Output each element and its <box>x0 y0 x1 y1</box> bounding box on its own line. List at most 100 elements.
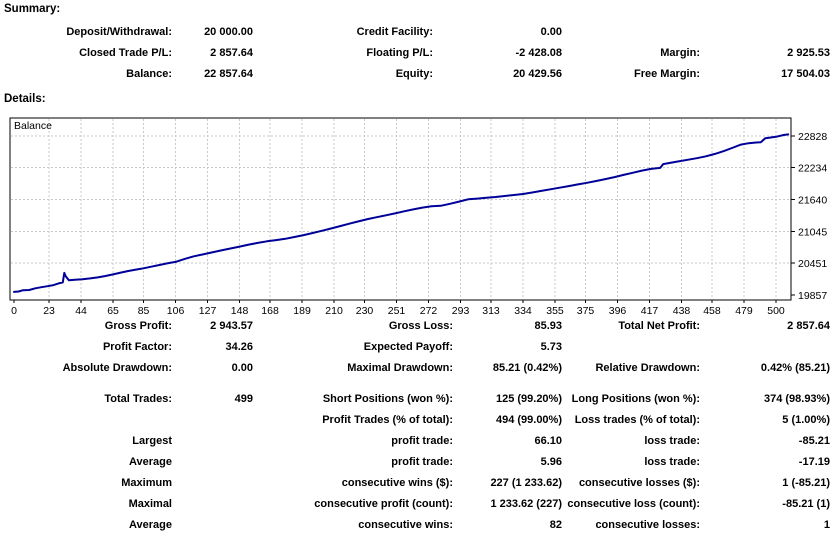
stat-value: 374 (98.93%) <box>763 393 830 405</box>
summary-label: Credit Facility: <box>356 26 433 38</box>
x-axis-label: 230 <box>356 305 374 317</box>
stat-value: 82 <box>549 519 562 531</box>
stat-label: Expected Payoff: <box>363 341 453 353</box>
stat-label <box>0 410 172 431</box>
stat-label: Profit Trades (% of total): <box>322 414 453 426</box>
stat-value <box>700 337 830 358</box>
stat-value <box>172 515 253 536</box>
stat-value: 125 (99.20%) <box>495 393 562 405</box>
stat-value: 494 (99.00%) <box>495 414 562 426</box>
stat-label: consecutive losses: <box>595 519 700 531</box>
summary-value: 20 000.00 <box>204 26 253 38</box>
summary-label: Floating P/L: <box>366 47 433 59</box>
stat-label: Gross Profit: <box>104 320 172 332</box>
x-axis-label: 479 <box>735 305 753 317</box>
stat-value: 34.26 <box>225 341 253 353</box>
stat-value: 1 233.62 (227) <box>490 498 562 510</box>
stat-label: Relative Drawdown: <box>595 362 700 374</box>
x-axis-label: 334 <box>514 305 532 317</box>
stats-table-profit: Gross Profit: 2 943.57 Gross Loss: 85.93 Tot… <box>0 316 830 379</box>
x-axis-label: 355 <box>546 305 564 317</box>
summary-label <box>562 22 700 43</box>
summary-label: Balance: <box>126 68 172 80</box>
stat-label: Total Trades: <box>104 393 172 405</box>
stat-label: Long Positions (won %): <box>571 393 700 405</box>
balance-line <box>13 133 790 293</box>
x-axis-label: 168 <box>261 305 279 317</box>
summary-value: -2 428.08 <box>515 47 562 59</box>
y-axis-label: 20451 <box>798 258 827 270</box>
x-axis-label: 272 <box>420 305 438 317</box>
stat-value: 227 (1 233.62) <box>490 477 562 489</box>
summary-value: 17 504.03 <box>781 68 830 80</box>
x-axis-label: 417 <box>641 305 659 317</box>
stat-value: 85.93 <box>534 320 562 332</box>
x-axis-label: 396 <box>609 305 627 317</box>
stat-label: Absolute Drawdown: <box>62 362 172 374</box>
y-axis-label: 21045 <box>798 226 827 238</box>
stat-value: -85.21 (1) <box>782 498 830 510</box>
summary-value: 22 857.64 <box>204 68 253 80</box>
summary-label: Equity: <box>395 68 433 80</box>
stat-value: 5.73 <box>540 341 562 353</box>
stat-value: 2 857.64 <box>787 320 830 332</box>
chart-legend-label: Balance <box>14 120 52 132</box>
stat-label: Loss trades (% of total): <box>574 414 700 426</box>
x-axis-label: 44 <box>75 305 87 317</box>
stats-table-trades: Total Trades: 499 Short Positions (won %):… <box>0 389 830 536</box>
x-axis-label: 500 <box>767 305 785 317</box>
x-axis-label: 210 <box>325 305 343 317</box>
stat-label: Average <box>128 519 172 531</box>
x-axis-label: 313 <box>482 305 500 317</box>
x-axis-label: 148 <box>231 305 249 317</box>
plot-border <box>9 117 792 301</box>
summary-value: 0.00 <box>540 26 562 38</box>
stat-value: 5 (1.00%) <box>782 414 830 426</box>
summary-label: Margin: <box>660 47 700 59</box>
stat-label: Largest <box>132 435 172 447</box>
stat-label: Average <box>128 456 172 468</box>
x-axis-label: 189 <box>293 305 311 317</box>
x-axis-label: 23 <box>43 305 55 317</box>
stat-label: loss trade: <box>644 456 700 468</box>
x-axis-label: 127 <box>199 305 217 317</box>
stat-label: Profit Factor: <box>102 341 172 353</box>
x-axis-label: 458 <box>703 305 721 317</box>
details-heading: Details: <box>4 93 46 105</box>
stat-value: 499 <box>234 393 253 405</box>
x-axis-label: 375 <box>577 305 595 317</box>
stat-label: consecutive profit (count): <box>314 498 453 510</box>
x-axis-label: 438 <box>673 305 691 317</box>
stat-label: Maximal Drawdown: <box>347 362 453 374</box>
stat-label: Gross Loss: <box>388 320 453 332</box>
stat-value <box>172 410 253 431</box>
stat-label: Short Positions (won %): <box>322 393 453 405</box>
x-axis-label: 106 <box>167 305 185 317</box>
stat-label <box>562 337 700 358</box>
summary-value <box>700 22 830 43</box>
summary-label: Closed Trade P/L: <box>79 47 172 59</box>
summary-label: Free Margin: <box>633 68 700 80</box>
stat-label: profit trade: <box>391 456 453 468</box>
stat-value: 85.21 (0.42%) <box>492 362 562 374</box>
stat-label: consecutive wins ($): <box>341 477 453 489</box>
summary-value: 2 857.64 <box>210 47 253 59</box>
stat-value <box>172 452 253 473</box>
stat-value: 5.96 <box>540 456 562 468</box>
y-axis-label: 22828 <box>798 131 827 143</box>
y-axis-label: 21640 <box>798 195 827 207</box>
stat-label: consecutive losses ($): <box>578 477 700 489</box>
stat-label: Maximum <box>121 477 172 489</box>
y-axis-label: 22234 <box>798 163 827 175</box>
stat-value: 2 943.57 <box>210 320 253 332</box>
stat-label: consecutive loss (count): <box>567 498 700 510</box>
stat-value <box>172 473 253 494</box>
stat-value <box>172 431 253 452</box>
x-axis-label: 85 <box>138 305 150 317</box>
balance-chart: 19857 20451 21045 21640 22234 22828 0 23 44 65 85 1… <box>9 117 827 317</box>
stat-label: Total Net Profit: <box>618 320 700 332</box>
stat-label: profit trade: <box>391 435 453 447</box>
stat-label: Maximal <box>128 498 172 510</box>
summary-value: 2 925.53 <box>787 47 830 59</box>
stat-value: -17.19 <box>798 456 830 468</box>
